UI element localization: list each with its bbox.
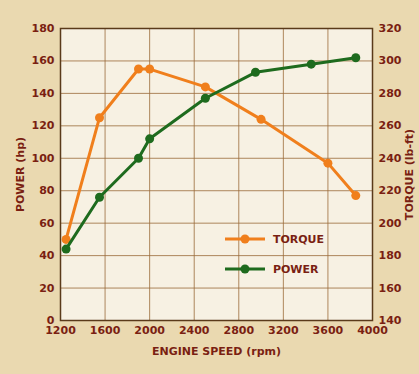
svg-text:100: 100 [32, 152, 55, 165]
svg-text:260: 260 [379, 119, 402, 132]
svg-text:20: 20 [39, 282, 55, 295]
svg-text:180: 180 [32, 22, 55, 35]
svg-text:40: 40 [39, 249, 55, 262]
svg-text:200: 200 [379, 217, 402, 230]
svg-text:ENGINE SPEED (rpm): ENGINE SPEED (rpm) [152, 345, 281, 358]
html-text:POWER: POWER [272, 262, 319, 276]
svg-text:220: 220 [379, 184, 402, 197]
svg-text:1200: 1200 [45, 324, 76, 338]
svg-text:TORQUE (lb-ft): TORQUE (lb-ft) [403, 129, 416, 220]
svg-text:2800: 2800 [223, 324, 254, 337]
svg-text:2400: 2400 [179, 324, 210, 337]
html-text:TORQUE: TORQUE [272, 232, 324, 246]
svg-text:280: 280 [379, 87, 402, 100]
svg-text:60: 60 [39, 217, 55, 230]
svg-text:2000: 2000 [134, 324, 165, 337]
svg-text:160: 160 [379, 282, 402, 295]
svg-text:140: 140 [32, 87, 55, 100]
svg-text:3200: 3200 [268, 324, 299, 337]
svg-text:POWER (hp): POWER (hp) [14, 137, 27, 212]
svg-text:160: 160 [32, 54, 55, 67]
svg-text:180: 180 [379, 249, 402, 262]
svg-text:1600: 1600 [90, 324, 121, 337]
svg-text:4000: 4000 [357, 324, 388, 338]
svg-text:0: 0 [47, 314, 55, 327]
svg-text:300: 300 [379, 54, 402, 67]
svg-text:320: 320 [379, 22, 402, 35]
svg-text:120: 120 [32, 119, 55, 132]
svg-text:3600: 3600 [313, 324, 344, 337]
svg-text:240: 240 [379, 152, 402, 165]
svg-text:80: 80 [39, 184, 55, 197]
svg-text:140: 140 [379, 314, 402, 327]
